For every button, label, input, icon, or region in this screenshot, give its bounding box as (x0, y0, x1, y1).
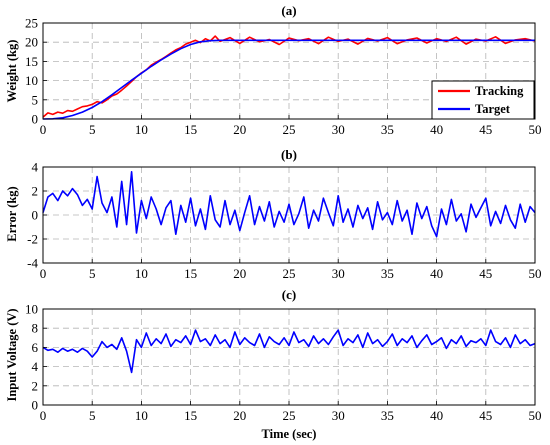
panel-a-series-target (42, 39, 535, 120)
panel-b-xtick-label: 30 (332, 266, 345, 281)
panel-b-series-line-0 (42, 171, 536, 238)
panel-a-ytick-label: 20 (25, 35, 38, 50)
panel-c-series-line-0 (42, 329, 536, 374)
panel-a-xtick-label: 45 (479, 122, 492, 137)
panel-a-xtick-label: 40 (430, 122, 443, 137)
legend-tracking-label: Tracking (475, 84, 524, 98)
legend: Tracking Target (431, 80, 535, 120)
panel-a-xtick-label: 10 (135, 122, 148, 137)
panel-a-ytick-label: 0 (32, 112, 39, 127)
panel-a-title: (a) (281, 3, 296, 18)
legend-target-label: Target (475, 102, 511, 116)
panel-c-xtick-label: 50 (529, 408, 542, 423)
panel-c-xtick-label: 40 (430, 408, 443, 423)
panel-a-xtick-label: 30 (332, 122, 345, 137)
panel-a-ytick-label: 15 (25, 54, 38, 69)
panel-b-xtick-label: 40 (430, 266, 443, 281)
panel-b-ytick-label: -2 (27, 232, 38, 247)
panel-a-xtick-label: 25 (283, 122, 296, 137)
panel-b-xtick-label: 5 (89, 266, 96, 281)
panel-c-xtick-label: 0 (40, 408, 47, 423)
panel-c-xtick-label: 30 (332, 408, 345, 423)
panel-a-ylabel: Weight (kg) (5, 40, 19, 103)
panel-b-xtick-label: 15 (184, 266, 197, 281)
panel-c-ytick-label: 0 (32, 398, 39, 413)
panel-c-xlabel: Time (sec) (262, 427, 317, 441)
panel-b-ytick-label: 2 (32, 184, 39, 199)
panel-b-xtick-label: 50 (529, 266, 542, 281)
panel-b-ytick-label: 4 (32, 160, 39, 175)
panel-c-xtick-label: 35 (381, 408, 394, 423)
panel-b-ytick-label: 0 (32, 208, 39, 223)
panel-a-xtick-label: 5 (89, 122, 96, 137)
panel-b-xtick-label: 20 (233, 266, 246, 281)
panel-b-xtick-label: 35 (381, 266, 394, 281)
panel-c-ytick-label: 2 (32, 378, 39, 393)
panel-c-ylabel: Input Voltage (V) (5, 308, 19, 401)
panel-b-xtick-label: 25 (283, 266, 296, 281)
panel-c-xtick-label: 5 (89, 408, 96, 423)
panel-c-ytick-label: 10 (25, 302, 38, 317)
panel-c-xtick-label: 25 (283, 408, 296, 423)
panel-c-xtick-label: 20 (233, 408, 246, 423)
panel-b-xtick-label: 0 (40, 266, 47, 281)
panel-c-xtick-label: 45 (479, 408, 492, 423)
legend-box (431, 80, 535, 120)
panel-c-ytick-label: 8 (32, 321, 39, 336)
panel-a-xtick-label: 15 (184, 122, 197, 137)
panel-c-ytick-label: 6 (32, 340, 39, 355)
panel-a-xtick-label: 50 (529, 122, 542, 137)
panel-c-ytick-label: 4 (32, 359, 39, 374)
panel-b-xtick-label: 45 (479, 266, 492, 281)
panel-b-ytick-label: -4 (27, 256, 38, 271)
panel-b-title: (b) (281, 147, 297, 162)
panel-a-ytick-label: 10 (25, 73, 38, 88)
panel-b-ylabel: Error (kg) (5, 186, 19, 241)
panel-a-ytick-label: 25 (25, 16, 38, 31)
panel-a-xtick-label: 35 (381, 122, 394, 137)
panel-c-title: (c) (282, 287, 296, 302)
panel-a-ytick-label: 5 (32, 92, 39, 107)
panel-a-xtick-label: 20 (233, 122, 246, 137)
panel-c-xtick-label: 15 (184, 408, 197, 423)
panel-b-xtick-label: 10 (135, 266, 148, 281)
panel-b: 0 5 10 15 20 25 30 35 40 45 50 -4 -2 0 2 4 (27, 160, 541, 282)
panel-a-xtick-label: 0 (40, 122, 47, 137)
panel-c-xtick-label: 10 (135, 408, 148, 423)
